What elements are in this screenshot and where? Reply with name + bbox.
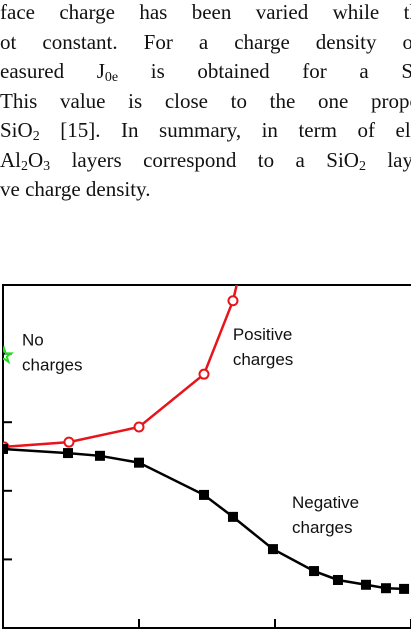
annotation: charges bbox=[292, 518, 352, 537]
subscript: 2 bbox=[21, 158, 28, 174]
marker bbox=[3, 443, 8, 454]
text-run: O bbox=[28, 147, 44, 172]
plot-area bbox=[3, 274, 410, 594]
marker bbox=[133, 421, 145, 433]
annotation: charges bbox=[22, 355, 82, 374]
annotation: Negative bbox=[292, 493, 359, 512]
annotation: Positive bbox=[233, 325, 293, 344]
text-run: This value is close to the one propo bbox=[0, 88, 411, 113]
marker bbox=[63, 448, 74, 459]
text-run: ot constant. For a charge density of bbox=[0, 29, 411, 54]
text-line: Al2O3 layers correspond to a SiO2 lay- bbox=[0, 148, 411, 178]
marker bbox=[332, 574, 343, 585]
annotation: No bbox=[22, 330, 44, 349]
marker bbox=[360, 579, 371, 590]
marker bbox=[3, 345, 14, 365]
subscript: 3 bbox=[43, 158, 51, 174]
text-line: ve charge density. bbox=[0, 177, 411, 207]
marker bbox=[94, 450, 105, 461]
marker bbox=[234, 274, 243, 283]
marker bbox=[227, 295, 239, 307]
text-run: layers correspond to a SiO bbox=[50, 147, 359, 172]
text-run: ve charge density. bbox=[0, 177, 151, 201]
subscript: 0e bbox=[104, 70, 119, 85]
subscript: 2 bbox=[358, 158, 366, 174]
axes-frame bbox=[2, 284, 411, 629]
marker bbox=[267, 544, 278, 555]
marker bbox=[380, 583, 391, 594]
text-run: SiO bbox=[0, 118, 33, 142]
text-run: [15]. In summary, in term of ele bbox=[39, 118, 411, 142]
marker bbox=[227, 511, 238, 522]
text-run: easured J bbox=[0, 59, 105, 83]
marker bbox=[399, 583, 410, 594]
text-run: Al bbox=[0, 147, 21, 172]
text-run: face charge has been varied while th bbox=[0, 0, 411, 24]
marker bbox=[198, 368, 210, 380]
text-line: ot constant. For a charge density of bbox=[0, 30, 411, 60]
text-line: SiO2 [15]. In summary, in term of ele bbox=[0, 118, 411, 148]
marker bbox=[63, 436, 75, 448]
text-line: easured J0e is obtained for a SI bbox=[0, 59, 411, 89]
text-line: This value is close to the one propo bbox=[0, 89, 411, 119]
text-line: face charge has been varied while th bbox=[0, 0, 411, 30]
subscript: 2 bbox=[32, 129, 40, 144]
text-run: is obtained for a SI bbox=[118, 59, 411, 83]
marker bbox=[199, 489, 210, 500]
marker bbox=[134, 457, 144, 468]
annotation: charges bbox=[233, 350, 293, 369]
paragraph: face charge has been varied while th ot c… bbox=[0, 0, 411, 207]
marker bbox=[309, 566, 320, 577]
text-run: lay- bbox=[387, 147, 411, 172]
